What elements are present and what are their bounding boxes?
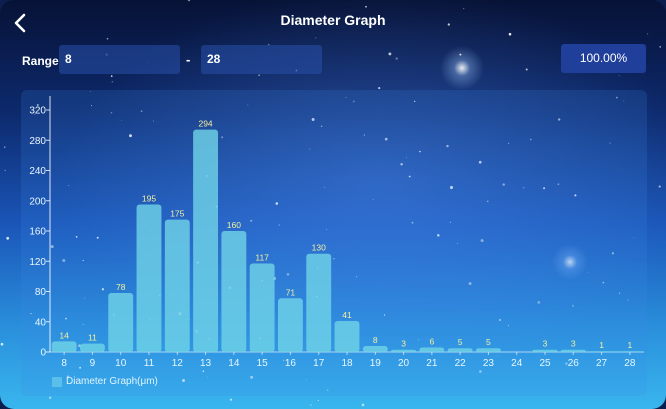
bar-value-label: 3 [401, 339, 406, 349]
bar [306, 253, 332, 352]
range-from-input[interactable]: 8 [59, 45, 180, 74]
bar [560, 349, 586, 352]
bar [249, 263, 275, 352]
bar-value-label: 14 [59, 330, 69, 340]
bar [164, 219, 190, 352]
y-tick-label: 0 [40, 348, 46, 359]
legend-label: Diameter Graph(μm) [66, 376, 158, 387]
bar-value-label: 195 [142, 194, 156, 204]
y-tick-label: 280 [29, 136, 46, 147]
bar-value-label: 71 [286, 287, 296, 297]
x-tick-label: 14 [228, 358, 240, 369]
bar [193, 129, 219, 352]
bar-value-label: 294 [198, 119, 212, 129]
bar-value-label: 175 [170, 209, 184, 219]
bar [447, 348, 473, 352]
bar [334, 320, 360, 352]
x-tick-label: 8 [61, 358, 67, 369]
x-tick-label: 15 [257, 358, 269, 369]
bar-value-label: 117 [255, 253, 269, 263]
bar [617, 351, 643, 352]
bar [475, 348, 501, 352]
back-button[interactable] [10, 12, 32, 34]
y-tick-label: 160 [29, 227, 46, 238]
bar-value-label: 3 [543, 339, 548, 349]
bar [277, 298, 303, 352]
bar-value-label: 5 [486, 337, 491, 347]
y-tick-label: 80 [35, 287, 47, 298]
bar-value-label: 78 [116, 282, 126, 292]
bar [589, 351, 615, 352]
y-tick-label: 200 [29, 196, 46, 207]
x-tick-label: 21 [426, 358, 438, 369]
range-label: Range [22, 54, 59, 68]
bar-value-label: 3 [571, 339, 576, 349]
x-tick-label: 16 [285, 358, 297, 369]
percent-display: 100.00% [561, 44, 646, 73]
x-tick-label: 18 [341, 358, 353, 369]
range-to-input[interactable]: 28 [201, 45, 322, 74]
bar [221, 231, 247, 352]
bar-value-label: 1 [599, 340, 604, 350]
chart-legend[interactable]: Diameter Graph(μm) [52, 376, 158, 387]
bar-value-label: 160 [227, 220, 241, 230]
bar-value-label: 6 [429, 336, 434, 346]
x-tick-label: 27 [596, 358, 608, 369]
x-tick-label: 26 [568, 358, 580, 369]
x-tick-label: 17 [313, 358, 325, 369]
y-tick-label: 120 [29, 257, 46, 268]
chevron-left-icon [14, 13, 26, 33]
x-tick-label: 11 [144, 358, 155, 369]
x-tick-label: 13 [200, 358, 212, 369]
x-tick-label: 22 [455, 358, 467, 369]
bar [136, 204, 162, 352]
bar-value-label: 1 [627, 340, 632, 350]
x-tick-label: 19 [370, 358, 382, 369]
bar [391, 349, 417, 352]
x-tick-label: 20 [398, 358, 410, 369]
bar [362, 345, 388, 352]
header: Diameter Graph [0, 0, 666, 44]
bar [419, 347, 445, 352]
range-separator: - [186, 52, 191, 67]
page-title: Diameter Graph [280, 12, 386, 28]
bar-value-label: 11 [88, 333, 97, 343]
bar-value-label: 5 [458, 337, 463, 347]
x-tick-label: 9 [90, 358, 96, 369]
legend-swatch [52, 376, 62, 387]
x-tick-label: 12 [172, 358, 184, 369]
x-tick-label: 28 [624, 358, 636, 369]
bar [532, 349, 558, 352]
y-tick-label: 240 [29, 166, 46, 177]
bar-value-label: 41 [342, 310, 352, 320]
bar [51, 341, 77, 352]
bar-value-label: 130 [312, 243, 326, 253]
x-tick-label: 23 [483, 358, 495, 369]
x-tick-label: 25 [539, 358, 551, 369]
x-tick-label: 10 [115, 358, 127, 369]
x-tick-label: 24 [511, 358, 523, 369]
bar [108, 293, 134, 352]
y-tick-label: 320 [29, 106, 46, 117]
bar [79, 343, 105, 352]
bar-value-label: 8 [373, 335, 378, 345]
y-tick-label: 40 [35, 317, 47, 328]
